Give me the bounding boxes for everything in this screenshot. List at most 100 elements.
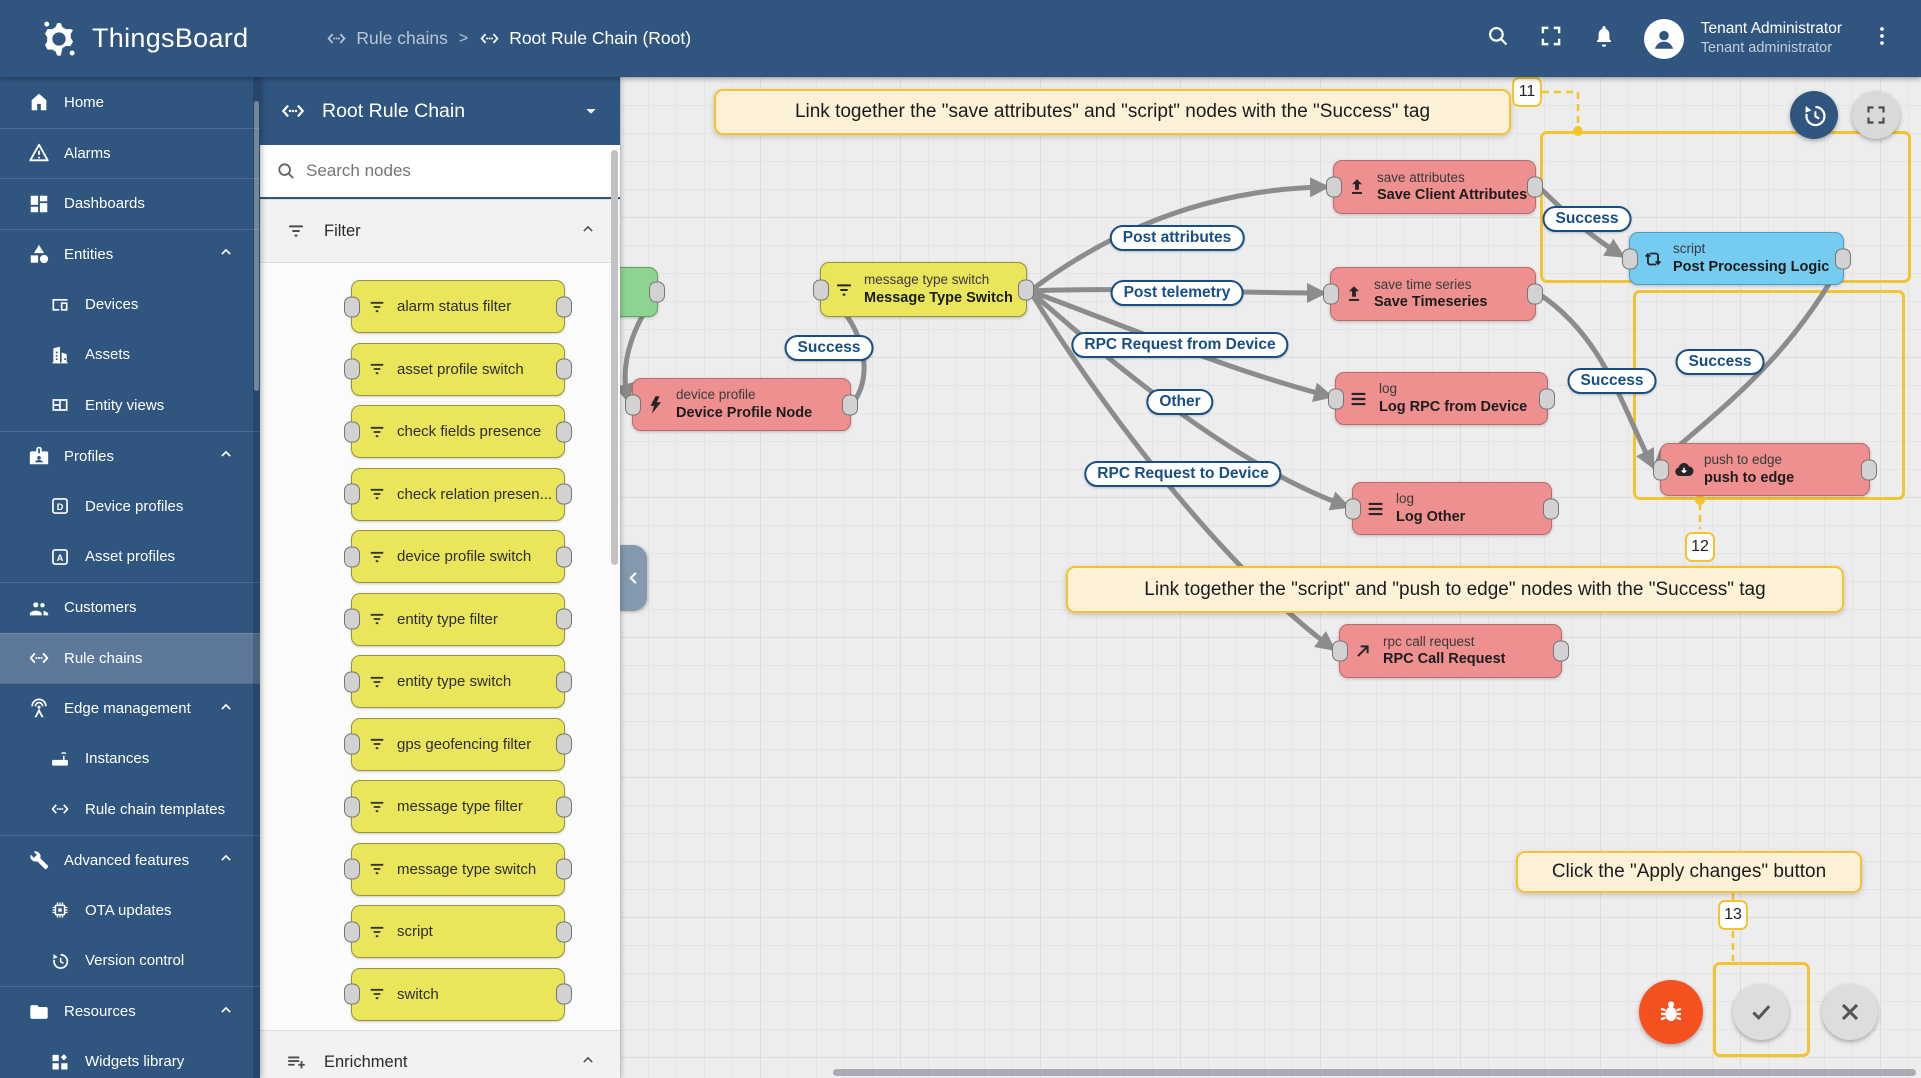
output-connector[interactable]	[556, 671, 572, 692]
bell-icon[interactable]	[1591, 23, 1617, 54]
node-device_profile[interactable]: device profile Device Profile Node	[625, 378, 858, 431]
link-label-success[interactable]: Success	[1542, 206, 1632, 232]
output-connector[interactable]	[556, 983, 572, 1005]
output-connector[interactable]	[1527, 283, 1543, 305]
output-connector[interactable]	[556, 421, 572, 442]
output-connector[interactable]	[1543, 498, 1559, 519]
output-connector[interactable]	[556, 921, 572, 942]
node-log_rpc[interactable]: log Log RPC from Device	[1328, 372, 1555, 425]
sidebar-item-edge-management[interactable]: Edge management	[0, 683, 260, 734]
chevron-up-icon[interactable]	[216, 444, 236, 468]
rule-chain-selector[interactable]: Root Rule Chain	[260, 77, 620, 145]
input-connector[interactable]	[1332, 640, 1348, 662]
sidebar-item-asset-profiles[interactable]: A Asset profiles	[0, 532, 260, 583]
chevron-up-icon[interactable]	[578, 1050, 598, 1075]
input-connector[interactable]	[1328, 388, 1344, 409]
palette-scrollbar[interactable]	[611, 150, 618, 565]
input-connector[interactable]	[1323, 283, 1339, 305]
input-connector[interactable]	[344, 733, 360, 755]
output-connector[interactable]	[556, 796, 572, 817]
input-connector[interactable]	[344, 858, 360, 880]
chevron-down-icon[interactable]	[580, 100, 602, 122]
palette-node-entity-type-switch[interactable]: entity type switch	[344, 655, 572, 708]
input-connector[interactable]	[344, 983, 360, 1005]
output-connector[interactable]	[649, 281, 665, 303]
input-connector[interactable]	[1622, 248, 1638, 269]
search-nodes-input[interactable]	[306, 161, 576, 181]
link-label-success[interactable]: Success	[1567, 368, 1657, 394]
node-push_edge[interactable]: push to edge push to edge	[1653, 443, 1877, 496]
node-message_switch[interactable]: message type switch Message Type Switch	[813, 262, 1034, 317]
chevron-up-icon[interactable]	[216, 848, 236, 872]
link-label-success[interactable]: Success	[784, 335, 874, 361]
palette-node-check-fields-presence[interactable]: check fields presence	[344, 405, 572, 458]
palette-node-entity-type-filter[interactable]: entity type filter	[344, 592, 572, 646]
sidebar-item-entity-views[interactable]: Entity views	[0, 380, 260, 431]
link-label-post-attributes[interactable]: Post attributes	[1109, 225, 1245, 251]
output-connector[interactable]	[1553, 640, 1569, 662]
link-label-post-telemetry[interactable]: Post telemetry	[1110, 280, 1244, 306]
input-connector[interactable]	[344, 358, 360, 380]
output-connector[interactable]	[1527, 176, 1543, 198]
output-connector[interactable]	[556, 858, 572, 880]
input-connector[interactable]	[344, 921, 360, 942]
link-label-other[interactable]: Other	[1146, 389, 1214, 415]
palette-node-asset-profile-switch[interactable]: asset profile switch	[344, 342, 572, 396]
chevron-up-icon[interactable]	[216, 1000, 236, 1024]
link-label-success[interactable]: Success	[1675, 349, 1765, 375]
canvas-fullscreen-button[interactable]	[1852, 91, 1900, 139]
node-script[interactable]: script Post Processing Logic	[1622, 232, 1851, 285]
input-connector[interactable]	[344, 546, 360, 567]
palette-node-script[interactable]: script	[344, 905, 572, 958]
palette-node-switch[interactable]: switch	[344, 967, 572, 1021]
restore-button[interactable]	[1790, 91, 1838, 139]
output-connector[interactable]	[1018, 279, 1034, 300]
cancel-button[interactable]	[1822, 984, 1878, 1040]
output-connector[interactable]	[556, 733, 572, 755]
node-save_timeseries[interactable]: save time series Save Timeseries	[1323, 267, 1543, 321]
sidebar-item-dashboards[interactable]: Dashboards	[0, 178, 260, 229]
input-connector[interactable]	[344, 608, 360, 630]
palette-node-alarm-status-filter[interactable]: alarm status filter	[344, 280, 572, 333]
sidebar-item-customers[interactable]: Customers	[0, 582, 260, 633]
palette-section-filter[interactable]: Filter	[260, 199, 620, 263]
input-connector[interactable]	[344, 796, 360, 817]
node-rpc_call[interactable]: rpc call request RPC Call Request	[1332, 624, 1569, 678]
avatar[interactable]	[1643, 18, 1684, 59]
output-connector[interactable]	[842, 394, 858, 415]
link-label-rpc-request-from-device[interactable]: RPC Request from Device	[1071, 332, 1289, 358]
node-input[interactable]	[620, 267, 665, 317]
apply-changes-button[interactable]	[1733, 984, 1789, 1040]
output-connector[interactable]	[1835, 248, 1851, 269]
sidebar-item-assets[interactable]: Assets	[0, 330, 260, 381]
debug-button[interactable]	[1639, 980, 1703, 1044]
output-connector[interactable]	[556, 483, 572, 505]
palette-node-check-relation-presen[interactable]: check relation presen...	[344, 467, 572, 521]
sidebar-item-rule-chains[interactable]: Rule chains	[0, 632, 260, 683]
sidebar-item-ota-updates[interactable]: OTA updates	[0, 885, 260, 936]
node-save_attributes[interactable]: save attributes Save Client Attributes	[1326, 160, 1543, 214]
input-connector[interactable]	[344, 483, 360, 505]
fullscreen-icon[interactable]	[1538, 23, 1564, 54]
sidebar-item-alarms[interactable]: Alarms	[0, 127, 260, 179]
collapse-palette-tab[interactable]	[620, 545, 647, 611]
node-log_other[interactable]: log Log Other	[1345, 482, 1559, 535]
palette-section-enrichment[interactable]: Enrichment	[260, 1030, 620, 1078]
user-menu[interactable]: Tenant Administrator Tenant administrato…	[1701, 19, 1842, 58]
sidebar-item-rule-chain-templates[interactable]: Rule chain templates	[0, 784, 260, 835]
breadcrumb-current[interactable]: Root Rule Chain (Root)	[479, 28, 691, 49]
palette-node-message-type-switch[interactable]: message type switch	[344, 842, 572, 896]
input-connector[interactable]	[813, 279, 829, 300]
palette-node-device-profile-switch[interactable]: device profile switch	[344, 530, 572, 583]
search-icon[interactable]	[1485, 23, 1511, 54]
rule-chain-canvas[interactable]: device profile Device Profile Node message…	[620, 77, 1921, 1078]
canvas-horizontal-scrollbar[interactable]	[833, 1069, 1916, 1076]
sidebar-item-instances[interactable]: Instances	[0, 734, 260, 785]
sidebar-item-device-profiles[interactable]: D Device profiles	[0, 481, 260, 532]
chevron-up-icon[interactable]	[578, 219, 598, 244]
app-logo[interactable]: ThingsBoard	[0, 18, 248, 60]
sidebar-item-version-control[interactable]: Version control	[0, 936, 260, 987]
chevron-up-icon[interactable]	[216, 697, 236, 721]
sidebar-scrollbar[interactable]	[253, 77, 260, 1078]
output-connector[interactable]	[556, 546, 572, 567]
